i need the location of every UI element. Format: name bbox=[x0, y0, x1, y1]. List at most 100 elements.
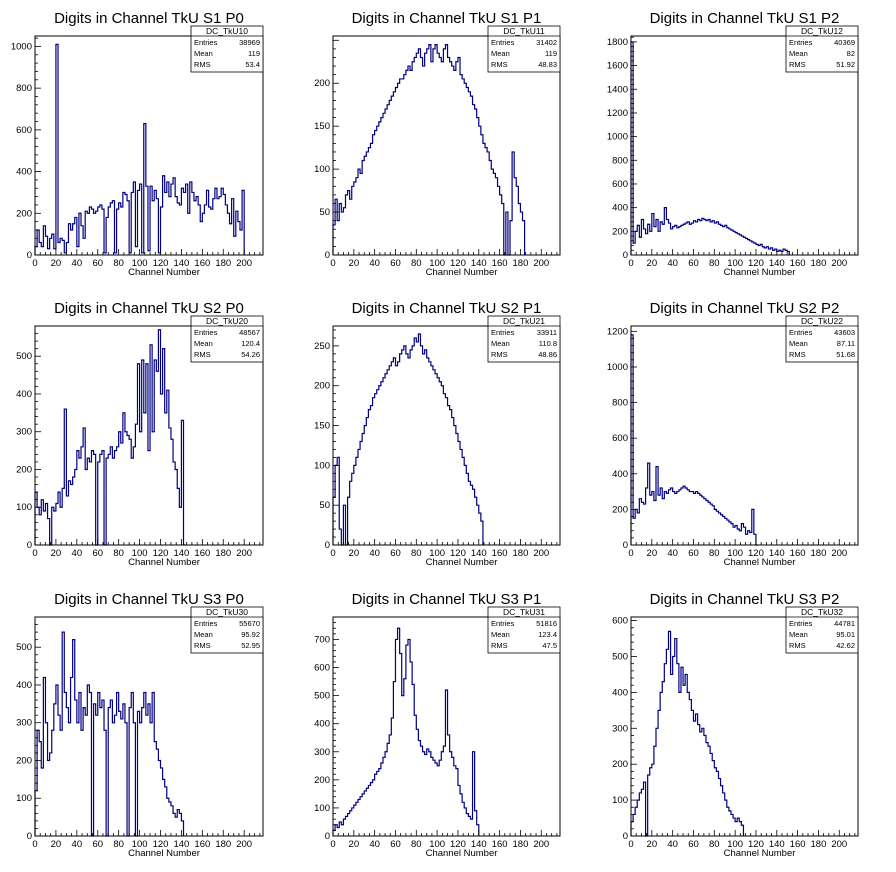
plot-frame bbox=[332, 325, 561, 546]
histogram-series bbox=[34, 631, 185, 837]
y-tick-label: 500 bbox=[314, 691, 330, 702]
plot-frame bbox=[34, 616, 264, 837]
stats-box bbox=[190, 25, 264, 73]
stats-value: 119 bbox=[545, 49, 557, 58]
x-tick-label: 140 bbox=[769, 548, 785, 559]
stats-label: Entries bbox=[789, 38, 813, 47]
x-tick-label: 200 bbox=[831, 258, 847, 269]
y-tick-label: 1200 bbox=[607, 108, 628, 119]
x-tick-label: 160 bbox=[492, 548, 508, 559]
x-tick-label: 40 bbox=[72, 839, 83, 850]
stats-box bbox=[487, 315, 561, 363]
x-axis-label: Channel Number bbox=[724, 557, 796, 568]
stats-label: Mean bbox=[194, 630, 213, 639]
y-tick-label: 200 bbox=[612, 759, 628, 770]
x-tick-label: 80 bbox=[113, 839, 124, 850]
stats-label: Mean bbox=[194, 339, 213, 348]
y-tick-label: 200 bbox=[612, 226, 628, 237]
y-tick-label: 0 bbox=[325, 540, 330, 551]
histogram-panel: Digits in Channel TkU S2 P0 0 20 40 60 80 100 1… bbox=[16, 300, 264, 568]
x-axis-label: Channel Number bbox=[128, 267, 200, 278]
stats-label: Entries bbox=[491, 38, 515, 47]
x-tick-label: 160 bbox=[790, 548, 806, 559]
x-axis-label: Channel Number bbox=[128, 848, 200, 859]
x-tick-label: 60 bbox=[688, 839, 699, 850]
stats-value: 51.68 bbox=[836, 350, 855, 359]
x-tick-label: 40 bbox=[369, 548, 380, 559]
stats-label: Entries bbox=[491, 328, 515, 337]
x-tick-label: 20 bbox=[51, 258, 62, 269]
plot-frame bbox=[630, 325, 859, 546]
x-tick-label: 200 bbox=[831, 548, 847, 559]
x-tick-label: 0 bbox=[330, 258, 335, 269]
stats-title: DC_TkU20 bbox=[206, 316, 248, 326]
panel-title: Digits in Channel TkU S2 P0 bbox=[54, 300, 244, 317]
x-tick-label: 140 bbox=[769, 839, 785, 850]
x-tick-label: 140 bbox=[471, 839, 487, 850]
stats-value: 51.92 bbox=[836, 60, 855, 69]
histogram-panel: Digits in Channel TkU S3 P2 0 20 40 60 80 100 1… bbox=[612, 591, 859, 859]
x-tick-label: 80 bbox=[709, 548, 720, 559]
x-tick-label: 180 bbox=[811, 548, 827, 559]
y-tick-label: 800 bbox=[612, 155, 628, 166]
y-tick-label: 0 bbox=[623, 831, 628, 842]
y-tick-label: 400 bbox=[16, 167, 32, 178]
histogram-panel: Digits in Channel TkU S1 P0 0 20 40 60 80 100 1… bbox=[11, 10, 264, 278]
x-tick-label: 40 bbox=[72, 258, 83, 269]
stats-value: 120.4 bbox=[241, 339, 260, 348]
x-tick-label: 160 bbox=[194, 839, 210, 850]
y-tick-label: 300 bbox=[314, 747, 330, 758]
stats-value: 52.95 bbox=[241, 641, 260, 650]
y-tick-label: 600 bbox=[612, 179, 628, 190]
x-tick-label: 20 bbox=[647, 258, 658, 269]
plot-frame bbox=[34, 35, 264, 256]
x-tick-label: 100 bbox=[727, 258, 743, 269]
x-tick-label: 180 bbox=[513, 258, 529, 269]
histogram-series bbox=[332, 627, 480, 836]
y-tick-label: 300 bbox=[16, 427, 32, 438]
histogram-series bbox=[630, 630, 745, 837]
y-tick-label: 400 bbox=[612, 687, 628, 698]
x-tick-label: 40 bbox=[667, 839, 678, 850]
panel-title: Digits in Channel TkU S1 P2 bbox=[650, 10, 840, 27]
histogram-series bbox=[34, 329, 186, 546]
y-tick-label: 600 bbox=[16, 125, 32, 136]
x-axis-label: Channel Number bbox=[426, 848, 498, 859]
x-tick-label: 40 bbox=[369, 839, 380, 850]
x-tick-label: 20 bbox=[349, 258, 360, 269]
y-tick-label: 100 bbox=[314, 164, 330, 175]
x-tick-label: 160 bbox=[790, 258, 806, 269]
x-tick-label: 160 bbox=[492, 839, 508, 850]
x-tick-label: 140 bbox=[471, 548, 487, 559]
plot-frame bbox=[34, 325, 264, 546]
stats-value: 123.4 bbox=[538, 630, 557, 639]
x-tick-label: 60 bbox=[92, 258, 103, 269]
stats-label: Mean bbox=[491, 630, 510, 639]
stats-box bbox=[487, 25, 561, 73]
x-tick-label: 40 bbox=[667, 548, 678, 559]
x-tick-label: 0 bbox=[32, 839, 37, 850]
y-tick-label: 200 bbox=[314, 775, 330, 786]
x-tick-label: 40 bbox=[369, 258, 380, 269]
y-tick-label: 200 bbox=[314, 381, 330, 392]
x-tick-label: 40 bbox=[667, 258, 678, 269]
stats-value: 55670 bbox=[239, 619, 260, 628]
x-tick-label: 100 bbox=[429, 548, 445, 559]
stats-label: Mean bbox=[491, 49, 510, 58]
x-tick-label: 0 bbox=[32, 258, 37, 269]
stats-box bbox=[785, 25, 859, 73]
x-tick-label: 200 bbox=[533, 258, 549, 269]
y-tick-label: 700 bbox=[314, 634, 330, 645]
y-tick-label: 1000 bbox=[607, 362, 628, 373]
y-tick-label: 150 bbox=[314, 421, 330, 432]
x-tick-label: 200 bbox=[831, 839, 847, 850]
y-tick-label: 0 bbox=[325, 831, 330, 842]
stats-title: DC_TkU11 bbox=[503, 26, 545, 36]
x-tick-label: 80 bbox=[411, 839, 422, 850]
y-tick-label: 1000 bbox=[11, 41, 32, 52]
y-tick-label: 50 bbox=[319, 207, 330, 218]
panel-title: Digits in Channel TkU S2 P1 bbox=[352, 300, 542, 317]
y-tick-label: 400 bbox=[314, 719, 330, 730]
stats-value: 48.83 bbox=[538, 60, 557, 69]
y-tick-label: 150 bbox=[314, 121, 330, 132]
